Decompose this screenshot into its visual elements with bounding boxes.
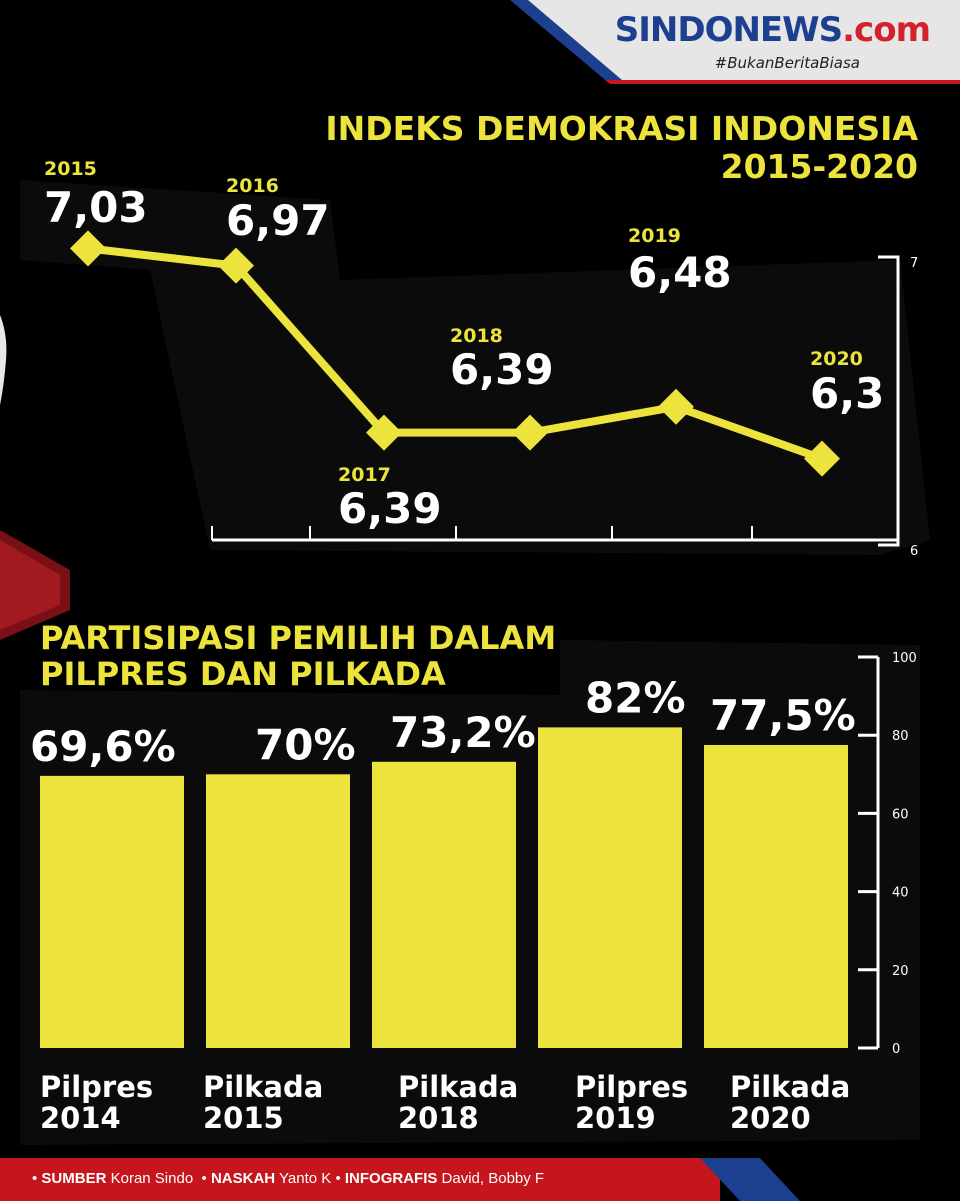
graphics-value: David, Bobby F <box>441 1170 545 1187</box>
line-chart-title-main: INDEKS DEMOKRASI INDONESIA <box>325 109 918 148</box>
line-year-label: 2020 <box>810 348 863 370</box>
line-point-marker <box>218 247 254 284</box>
bar <box>372 761 516 1048</box>
line-value-label: 7,03 <box>44 183 148 232</box>
line-point-marker <box>70 230 106 267</box>
bar-chart: 02040608010069,6%Pilpres201470%Pilkada20… <box>20 640 920 1145</box>
bar-value-label: 82% <box>585 673 686 722</box>
footer-band <box>0 1158 960 1201</box>
line-year-label: 2019 <box>628 225 681 247</box>
bar-y-tick-label: 20 <box>892 964 909 979</box>
line-series <box>87 244 824 463</box>
footer-credits: • SUMBER Koran Sindo • NASKAH Yanto K • … <box>32 1170 545 1187</box>
bar <box>704 744 848 1048</box>
bar-category-year: 2014 <box>40 1101 121 1135</box>
header-band <box>510 0 960 84</box>
bar-chart-title-main: PARTISIPASI PEMILIH DALAM <box>40 619 557 657</box>
writer-label: NASKAH <box>210 1170 276 1187</box>
line-value-label: 6,48 <box>628 248 732 297</box>
bar-y-tick-label: 0 <box>892 1042 900 1057</box>
writer-value: Yanto K <box>279 1170 332 1187</box>
bar-category-label: Pilkada <box>203 1070 323 1104</box>
line-point-marker <box>658 388 694 425</box>
bar-y-tick-label: 40 <box>892 886 909 901</box>
bar-category-label: Pilkada <box>730 1070 850 1104</box>
bar-value-label: 69,6% <box>30 722 176 771</box>
bar-y-tick-label: 60 <box>892 807 909 822</box>
bar-category-year: 2015 <box>203 1101 284 1135</box>
bar-category-year: 2019 <box>575 1101 656 1135</box>
bar-value-label: 70% <box>255 720 356 769</box>
bar-chart-title-sub: PILPRES DAN PILKADA <box>40 655 446 693</box>
bar-category-label: Pilpres <box>40 1070 153 1104</box>
line-value-label: 6,39 <box>338 484 442 533</box>
source-label: SUMBER <box>41 1170 107 1187</box>
line-point-marker <box>512 414 548 451</box>
graphics-label: INFOGRAFIS <box>344 1170 438 1187</box>
line-point-marker <box>366 414 402 451</box>
logo-main: SINDONEWS <box>614 10 843 50</box>
bar <box>40 775 184 1048</box>
line-year-label: 2018 <box>450 325 503 347</box>
logo-suffix: .com <box>842 10 931 50</box>
line-chart-title-sub: 2015-2020 <box>720 147 918 186</box>
line-year-label: 2016 <box>226 175 279 197</box>
bar-y-tick-label: 100 <box>892 651 917 666</box>
line-y-tick-label: 7 <box>910 256 918 271</box>
decorative-red-shape <box>0 530 70 640</box>
bar-value-label: 77,5% <box>710 691 856 740</box>
line-value-label: 6,3 <box>810 369 884 418</box>
bar <box>538 727 682 1048</box>
bar-category-year: 2018 <box>398 1101 479 1135</box>
line-value-label: 6,97 <box>226 196 330 245</box>
line-point-marker <box>804 440 840 477</box>
line-chart-title: INDEKS DEMOKRASI INDONESIA 2015-2020 <box>325 110 918 186</box>
bar-value-label: 73,2% <box>390 708 536 757</box>
bar-category-year: 2020 <box>730 1101 811 1135</box>
line-value-label: 6,39 <box>450 345 554 394</box>
bar-y-tick-label: 80 <box>892 729 909 744</box>
bar <box>206 774 350 1048</box>
line-year-label: 2015 <box>44 158 97 180</box>
bar-chart-title: PARTISIPASI PEMILIH DALAM PILPRES DAN PI… <box>40 620 556 692</box>
brand-logo[interactable]: SINDONEWS.com <box>614 10 931 50</box>
bar-category-label: Pilpres <box>575 1070 688 1104</box>
hashtag: #BukanBeritaBiasa <box>714 54 860 72</box>
source-value: Koran Sindo <box>110 1170 194 1187</box>
bar-category-label: Pilkada <box>398 1070 518 1104</box>
line-y-axis <box>878 255 900 547</box>
line-year-label: 2017 <box>338 464 391 486</box>
decorative-white-shape <box>0 315 7 405</box>
line-y-tick-label: 6 <box>910 544 918 559</box>
